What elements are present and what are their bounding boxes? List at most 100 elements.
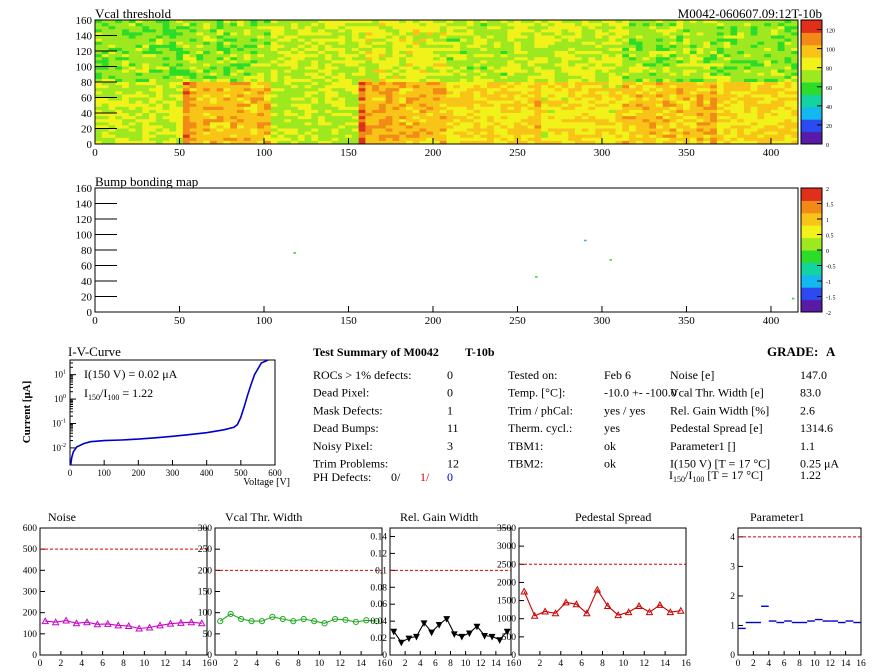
heatmap-cell [730,41,738,46]
heatmap-cell [520,20,529,24]
heatmap-cell [176,38,184,43]
ratio-summary-suffix: [T = 17 °C] [707,468,763,482]
heatmap-cell [426,128,434,132]
heatmap-cell [128,128,136,132]
heatmap-cell [196,122,204,126]
heatmap-cell [716,134,725,139]
heatmap-cell [500,94,508,98]
heatmap-cell [662,47,670,52]
heatmap-cell [514,85,522,89]
heatmap-cell [257,51,265,55]
heatmap-cell [338,94,346,98]
heatmap-cell [764,69,772,74]
heatmap-cell [155,94,163,98]
heatmap-cell [311,94,319,98]
heatmap-cell [196,23,204,27]
heatmap-cell [703,35,711,39]
heatmap-cell [345,57,353,61]
heatmap-cell [365,75,373,80]
heatmap-cell [351,41,360,46]
heatmap-cell [581,97,589,101]
heatmap-cell [365,125,373,129]
heatmap-cell [784,137,792,142]
heatmap-cell [446,26,454,30]
heatmap-cell [656,140,664,145]
heatmap-cell [439,23,447,27]
heatmap-cell [432,66,441,70]
heatmap-cell [95,38,103,43]
heatmap-cell [284,131,292,136]
bump-map-points [293,239,795,300]
heatmap-cell [629,51,637,55]
heatmap-cell [514,125,522,129]
heatmap-cell [581,113,589,117]
heatmap-cell [683,69,691,74]
heatmap-cell [284,88,292,92]
roc-point [583,609,591,617]
heatmap-cell [345,109,353,114]
heatmap-cell [689,60,698,64]
heatmap-cell [750,44,758,49]
heatmap-cell [716,23,725,27]
heatmap-cell [764,72,772,77]
heatmap-cell [615,103,623,108]
heatmap-cell [642,140,650,145]
heatmap-cell [412,29,420,33]
heatmap-cell [710,103,718,108]
heatmap-cell [534,38,542,43]
heatmap-cell [696,20,704,24]
heatmap-cell [250,60,258,64]
heatmap-cell [439,106,447,111]
heatmap-cell [514,94,522,98]
roc-point [635,601,643,610]
heatmap-cell [770,140,779,145]
heatmap-cell [723,140,731,145]
heatmap-cell [473,78,481,83]
heatmap-cell [703,63,711,67]
heatmap-cell [750,140,758,145]
bump-zscale-ztick-label: -2 [826,311,831,317]
heatmap-cell [223,122,231,126]
heatmap-cell [230,69,238,74]
heatmap-cell [412,94,420,98]
roc-xtick-label: 0 [736,659,741,669]
heatmap-cell [338,72,346,77]
heatmap-cell [378,47,387,52]
roc-chart-title: Vcal Thr. Width [225,510,302,524]
heatmap-cell [257,63,265,67]
roc-xtick-label: 10 [461,659,471,669]
roc-point [269,613,276,621]
heatmap-cell [392,116,400,120]
heatmap-cell [642,20,650,24]
heatmap-cell [122,72,130,77]
heatmap-cell [689,63,698,67]
heatmap-cell [318,35,326,39]
heatmap-cell [155,26,163,30]
heatmap-cell [473,32,481,36]
heatmap-cell [176,35,184,39]
heatmap-cell [737,109,745,114]
heatmap-cell [284,47,292,52]
heatmap-cell [378,122,387,126]
heatmap-cell [378,35,387,39]
heatmap-cell [263,103,272,108]
heatmap-cell [770,44,779,49]
heatmap-cell [466,78,474,83]
heatmap-cell [723,23,731,27]
heatmap-cell [405,57,414,61]
heatmap-cell [155,116,163,120]
heatmap-cell [439,29,447,33]
heatmap-cell [108,47,116,52]
heatmap-cell [743,103,752,108]
heatmap-cell [155,47,163,52]
heatmap-cell [426,109,434,114]
heatmap-cell [453,116,461,120]
heatmap-cell [750,72,758,77]
heatmap-cell [710,125,718,129]
heatmap-cell [581,125,589,129]
heatmap-cell [649,29,657,33]
heatmap-cell [635,26,643,30]
heatmap-cell [223,125,231,129]
heatmap-cell [216,63,224,67]
heatmap-cell [588,69,596,74]
